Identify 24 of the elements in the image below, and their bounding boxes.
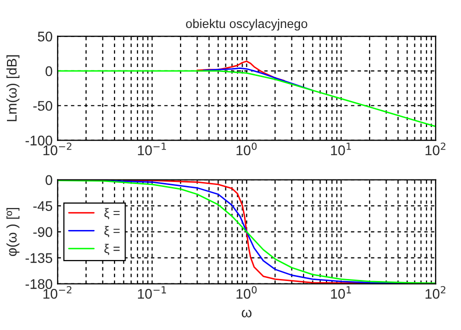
y-tick-label: -100 bbox=[26, 136, 52, 146]
x-tick-label: 10$^{2}$ bbox=[426, 286, 446, 299]
y-axis-title: φ(ω ) [º] bbox=[6, 208, 20, 256]
y-tick-label: 0 bbox=[46, 66, 52, 76]
x-axis-title: ω bbox=[242, 310, 252, 318]
y-tick-label: -180 bbox=[26, 279, 52, 289]
legend-label: ξ = bbox=[104, 208, 120, 220]
y-tick-label: 50 bbox=[38, 32, 52, 42]
y-axis-title: Lm(ω) [dB] bbox=[6, 55, 20, 122]
x-tick-label: 10$^{1}$ bbox=[331, 286, 351, 299]
x-tick-label: 10$^{−1}$ bbox=[138, 142, 166, 156]
x-tick-label: 10$^{2}$ bbox=[426, 142, 446, 156]
y-tick-label: -135 bbox=[26, 253, 52, 263]
x-tick-label: 10$^{0}$ bbox=[236, 286, 257, 299]
y-tick-label: -50 bbox=[33, 100, 52, 111]
chart-title: obiektu oscylacyjnego bbox=[186, 18, 308, 31]
y-tick-label: -45 bbox=[33, 201, 52, 211]
x-tick-label: 10$^{−1}$ bbox=[138, 286, 166, 299]
x-tick-label: 10$^{1}$ bbox=[331, 142, 351, 156]
y-tick-label: 0 bbox=[46, 175, 52, 185]
x-tick-label: 10$^{0}$ bbox=[236, 142, 257, 156]
legend-label: ξ = bbox=[104, 244, 120, 256]
y-tick-label: -90 bbox=[33, 227, 52, 237]
legend-label: ξ = bbox=[104, 226, 120, 238]
